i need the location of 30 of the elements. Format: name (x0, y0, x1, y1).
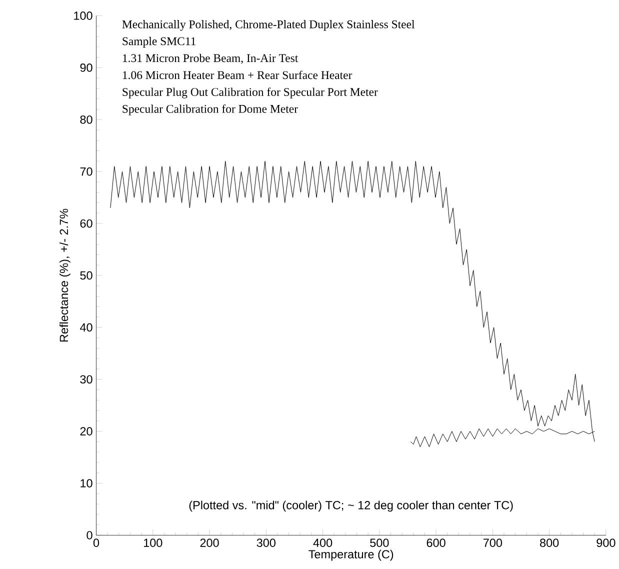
y-tick-label: 90 (80, 64, 92, 72)
x-tick-label: 200 (200, 538, 219, 548)
x-tick-label: 500 (370, 538, 389, 548)
y-tick-label: 10 (80, 479, 92, 488)
y-axis-title: Reflectance (%), +/- 2.7% (59, 209, 70, 342)
x-tick-label: 900 (596, 538, 616, 548)
annotation: Specular Calibration for Dome Meter (122, 104, 298, 116)
annotation: Mechanically Polished, Chrome-Plated Duplex Stainless Steel (122, 20, 415, 31)
annotation: 1.31 Micron Probe Beam, In-Air Test (122, 54, 298, 64)
x-tick-label: 700 (483, 538, 502, 548)
annotation: Specular Plug Out Calibration for Specular Port Meter (122, 88, 378, 99)
y-tick-label: 60 (80, 220, 92, 228)
y-tick-label: 20 (80, 427, 92, 436)
annotation: Sample SMC11 (122, 37, 196, 48)
y-tick-label: 0 (86, 531, 92, 540)
x-tick-label: 100 (144, 538, 162, 548)
y-tick-label: 100 (74, 12, 92, 20)
y-tick-label: 70 (80, 168, 92, 176)
x-tick-label: 600 (426, 538, 446, 548)
x-tick-label: 400 (313, 538, 332, 548)
x-tick-label: 800 (540, 538, 559, 548)
x-tick-label: 0 (93, 538, 100, 548)
annotation: 1.06 Micron Heater Beam + Rear Surface Heater (122, 70, 352, 80)
annotation: (Plotted vs. "mid" (cooler) TC; ~ 12 deg cooler than center TC) (189, 500, 513, 512)
x-axis-title: Temperature (C) (308, 550, 394, 561)
y-tick-label: 30 (80, 375, 92, 384)
x-tick-label: 300 (256, 538, 276, 548)
y-tick-label: 40 (80, 323, 92, 332)
y-tick-label: 50 (80, 271, 92, 280)
y-tick-label: 80 (80, 116, 92, 124)
